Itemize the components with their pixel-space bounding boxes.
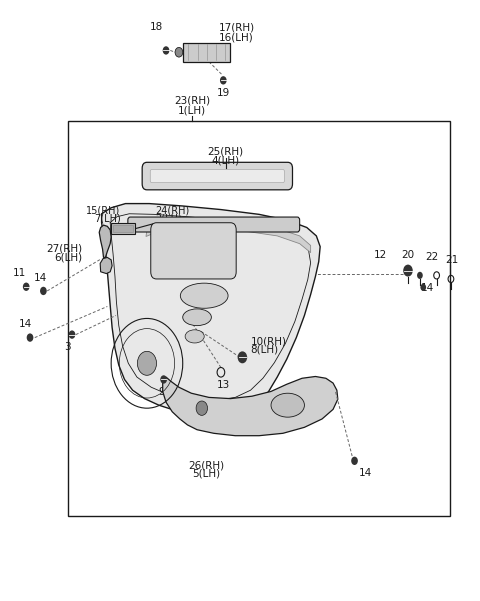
Circle shape xyxy=(40,287,47,295)
Circle shape xyxy=(196,401,207,415)
Ellipse shape xyxy=(271,393,304,417)
FancyBboxPatch shape xyxy=(151,223,236,279)
Circle shape xyxy=(220,76,227,85)
Circle shape xyxy=(137,352,156,375)
Text: 15(RH): 15(RH) xyxy=(86,206,120,216)
Text: 13: 13 xyxy=(217,380,230,390)
Circle shape xyxy=(175,47,183,57)
Text: 20: 20 xyxy=(401,250,414,260)
Ellipse shape xyxy=(183,309,211,326)
Text: 8(LH): 8(LH) xyxy=(251,345,278,355)
Text: 7(LH): 7(LH) xyxy=(94,214,120,224)
Circle shape xyxy=(163,46,169,55)
Circle shape xyxy=(403,264,413,276)
Circle shape xyxy=(160,375,167,383)
FancyBboxPatch shape xyxy=(113,225,133,233)
Polygon shape xyxy=(146,222,311,252)
Text: 4(LH): 4(LH) xyxy=(212,156,240,166)
Text: 24(RH): 24(RH) xyxy=(155,206,189,216)
Polygon shape xyxy=(99,225,111,257)
FancyBboxPatch shape xyxy=(150,169,284,183)
Circle shape xyxy=(238,352,247,364)
FancyBboxPatch shape xyxy=(142,162,292,190)
Ellipse shape xyxy=(185,330,204,343)
Text: 27(RH): 27(RH) xyxy=(47,244,83,254)
Bar xyxy=(68,121,450,516)
Text: 1(LH): 1(LH) xyxy=(178,105,206,115)
Text: 5(LH): 5(LH) xyxy=(192,469,221,479)
Text: 16(LH): 16(LH) xyxy=(218,32,253,42)
Circle shape xyxy=(351,457,358,465)
Text: 17(RH): 17(RH) xyxy=(218,22,255,32)
Text: 22: 22 xyxy=(425,252,438,262)
Text: 25(RH): 25(RH) xyxy=(208,147,244,157)
Polygon shape xyxy=(163,376,338,436)
FancyBboxPatch shape xyxy=(111,224,135,234)
Text: 11: 11 xyxy=(13,269,26,278)
Polygon shape xyxy=(100,257,112,273)
Text: 18: 18 xyxy=(150,22,163,32)
Text: 23(RH): 23(RH) xyxy=(174,96,210,106)
Ellipse shape xyxy=(180,283,228,308)
Circle shape xyxy=(23,282,30,291)
Text: 9: 9 xyxy=(158,386,165,397)
Circle shape xyxy=(420,284,426,291)
Text: 12: 12 xyxy=(374,250,387,260)
Text: 3: 3 xyxy=(64,342,71,352)
Circle shape xyxy=(69,331,75,339)
Text: 21: 21 xyxy=(445,255,458,264)
FancyBboxPatch shape xyxy=(183,43,230,62)
Text: 14: 14 xyxy=(34,272,47,282)
Text: 6(LH): 6(LH) xyxy=(54,253,83,263)
Text: 26(RH): 26(RH) xyxy=(189,460,225,471)
Text: 19: 19 xyxy=(216,88,230,98)
Polygon shape xyxy=(102,204,320,415)
Circle shape xyxy=(417,272,423,279)
Text: 10(RH): 10(RH) xyxy=(251,337,287,347)
FancyBboxPatch shape xyxy=(128,217,300,232)
Text: 14: 14 xyxy=(359,468,372,478)
Text: 2(LH): 2(LH) xyxy=(155,214,182,224)
Text: 14: 14 xyxy=(420,282,433,293)
Text: 14: 14 xyxy=(19,319,32,329)
Circle shape xyxy=(27,334,34,342)
